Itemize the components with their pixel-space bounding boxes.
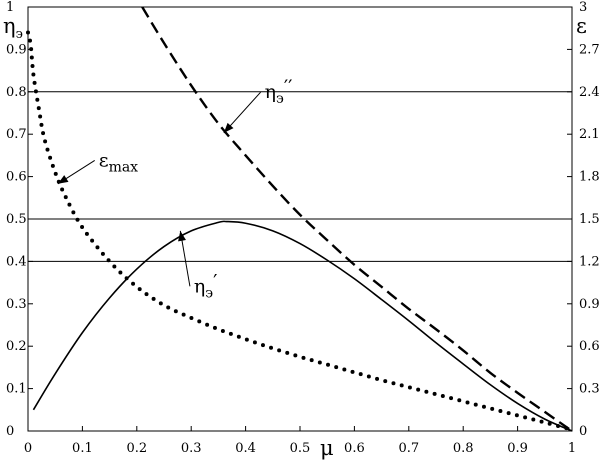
right-tick-label: 3 <box>579 0 587 15</box>
annotation-arrowhead <box>178 230 186 242</box>
right-tick-label: 1.8 <box>579 170 600 185</box>
x-tick-label: 0.1 <box>72 441 93 456</box>
x-tick-label: 0.6 <box>344 441 365 456</box>
left-axis-label: ηэ <box>3 14 23 42</box>
right-tick-label: 0.9 <box>579 297 600 312</box>
x-axis-ticks: 0 0.1 0.2 0.3 0.4 0.5 0.6 0.7 0.8 0.9 1 <box>24 426 576 456</box>
x-axis-label: μ <box>320 436 334 460</box>
right-axis-ticks: 0 0.3 0.6 0.9 1.2 1.5 1.8 2.1 2.4 2.7 3 <box>567 0 600 439</box>
annotation-label: ηэ′ <box>194 270 218 301</box>
left-tick-label: 0.6 <box>6 170 27 185</box>
x-tick-label: 0.5 <box>290 441 311 456</box>
left-tick-label: 0.1 <box>6 382 27 397</box>
left-tick-label: 0 <box>6 424 14 439</box>
annotation-arrowhead <box>223 122 234 133</box>
x-tick-label: 1 <box>568 441 576 456</box>
left-axis-ticks: 0 0.1 0.2 0.3 0.4 0.5 0.6 0.7 0.8 0.9 1 <box>6 0 33 439</box>
reference-lines <box>28 91 572 262</box>
x-tick-label: 0.8 <box>453 441 474 456</box>
x-tick-label: 0.3 <box>181 441 202 456</box>
annotation-label: ηэ′′ <box>265 76 293 107</box>
left-tick-label: 0.4 <box>6 254 27 269</box>
x-tick-label: 0 <box>24 441 32 456</box>
right-tick-label: 2.7 <box>579 42 600 57</box>
left-tick-label: 0.7 <box>6 127 27 142</box>
left-tick-label: 0.5 <box>6 212 27 227</box>
annotation-label: εmax <box>99 149 138 175</box>
x-tick-label: 0.9 <box>507 441 528 456</box>
right-tick-label: 2.1 <box>579 127 600 142</box>
annotation-arrowhead <box>57 175 69 184</box>
left-tick-label: 0.2 <box>6 339 27 354</box>
right-tick-label: 2.4 <box>579 85 600 100</box>
right-tick-label: 0.6 <box>579 339 600 354</box>
left-tick-label: 0.8 <box>6 85 27 100</box>
curve-solid <box>32 220 573 432</box>
x-tick-label: 0.7 <box>398 441 419 456</box>
left-tick-label: 0.9 <box>6 42 27 57</box>
right-axis-label: ε <box>576 14 587 38</box>
left-tick-label: 1 <box>6 0 14 15</box>
curve-dotted <box>26 30 574 432</box>
curve-dashed <box>141 6 573 432</box>
x-tick-label: 0.4 <box>235 441 256 456</box>
x-tick-label: 0.2 <box>126 441 147 456</box>
right-tick-label: 0.3 <box>579 382 600 397</box>
right-tick-label: 0 <box>579 424 587 439</box>
left-tick-label: 0.3 <box>6 297 27 312</box>
right-tick-label: 1.5 <box>579 212 600 227</box>
curves <box>26 6 574 432</box>
curve-annotations: ηэ′′ εmax ηэ′ <box>57 76 293 301</box>
right-tick-label: 1.2 <box>579 254 600 269</box>
